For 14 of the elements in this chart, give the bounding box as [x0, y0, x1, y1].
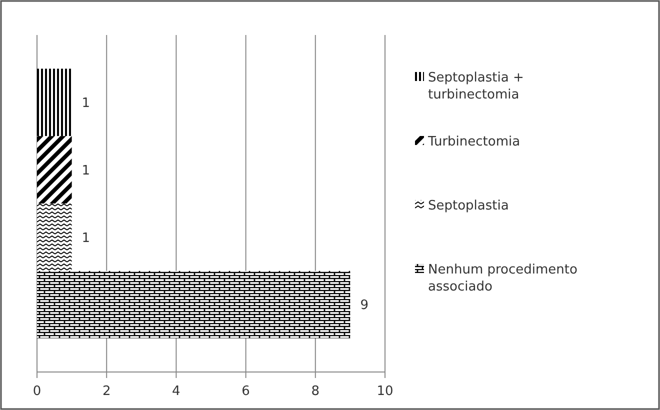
x-tick-label: 2	[102, 384, 111, 400]
data-label: 1	[82, 163, 90, 178]
x-tick-label: 6	[242, 384, 250, 400]
legend-label: Nenhum procedimento associado	[428, 262, 578, 294]
data-label: 1	[82, 96, 90, 111]
legend-label: Turbinectomia	[427, 134, 520, 150]
x-tick-label: 4	[172, 384, 180, 400]
x-tick-label: 8	[311, 384, 320, 400]
data-label: 1	[82, 230, 90, 246]
x-tick-label: 0	[32, 384, 42, 400]
legend-label: Septoplastia	[428, 198, 509, 214]
x-tick-label: 10	[376, 384, 394, 400]
data-label: 9	[360, 298, 368, 314]
legend-label: Septoplastia + turbinectomia	[428, 70, 524, 102]
